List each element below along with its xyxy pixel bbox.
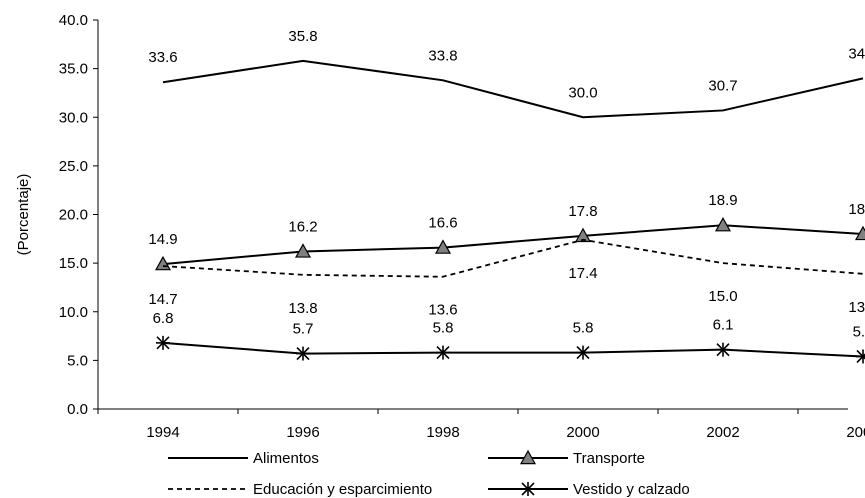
data-label: 30.0 (568, 84, 597, 101)
series-line-0 (162, 59, 864, 119)
asterisk-marker (856, 349, 865, 364)
series-line-3 (162, 341, 864, 358)
triangle-marker (294, 243, 312, 258)
legend-label: Vestido y calzado (573, 481, 690, 498)
y-tick-label: 35.0 (59, 61, 88, 78)
x-tick-label: 1998 (426, 424, 459, 441)
legend: Alimentos Transporte Educación y esparcimi… (168, 449, 690, 498)
legend-label: Transporte (573, 450, 645, 467)
data-label: 5.4 (853, 323, 865, 340)
data-label: 16.6 (428, 215, 457, 232)
y-tick-label: 40.0 (59, 12, 88, 29)
series-layer (154, 59, 865, 364)
data-labels: 33.6 35.8 33.8 30.0 30.7 34.0 14.9 16.2 16.6 17.8… (148, 28, 865, 341)
data-label: 13.8 (288, 300, 317, 317)
series-line-1 (162, 224, 864, 266)
legend-item-3: Vestido y calzado (488, 481, 690, 498)
y-tick-label: 10.0 (59, 304, 88, 321)
legend-label: Alimentos (253, 450, 319, 467)
data-label: 6.8 (153, 310, 174, 327)
asterisk-marker (716, 342, 730, 357)
data-label: 30.7 (708, 77, 737, 94)
data-label: 18.9 (708, 192, 737, 209)
x-tick-label: 2002 (706, 424, 739, 441)
triangle-marker (519, 449, 537, 465)
asterisk-marker (576, 345, 590, 360)
triangle-marker (714, 216, 732, 232)
data-label: 17.8 (568, 203, 597, 220)
data-label: 5.8 (433, 320, 454, 337)
data-label: 13.9 (848, 299, 865, 316)
data-label: 5.8 (573, 320, 594, 337)
x-tick-label: 1994 (146, 424, 179, 441)
y-tick-label: 30.0 (59, 109, 88, 126)
data-label: 6.1 (713, 317, 734, 334)
data-label: 13.6 (428, 302, 457, 319)
y-tick-label: 20.0 (59, 207, 88, 224)
series-line-2 (162, 238, 864, 278)
data-label: 16.2 (288, 218, 317, 235)
data-label: 5.7 (293, 321, 314, 338)
data-label: 14.7 (148, 291, 177, 308)
data-label: 18.0 (848, 201, 865, 218)
y-axis-title: (Porcentaje) (15, 174, 32, 256)
asterisk-marker (156, 335, 170, 350)
data-label: 34.0 (848, 45, 865, 62)
asterisk-marker (436, 345, 450, 360)
data-label: 17.4 (568, 265, 597, 282)
asterisk-marker (521, 482, 535, 496)
y-tick-label: 0.0 (67, 401, 88, 418)
legend-item-2: Educación y esparcimiento (168, 481, 432, 498)
x-tick-label: 1996 (286, 424, 319, 441)
legend-label: Educación y esparcimiento (253, 481, 432, 498)
data-label: 33.8 (428, 47, 457, 64)
x-axis: 1994 1996 1998 2000 2002 2004 (97, 408, 865, 441)
x-tick-label: 2000 (566, 424, 599, 441)
asterisk-marker (296, 346, 310, 361)
legend-item-0: Alimentos (168, 450, 319, 467)
legend-item-1: Transporte (488, 449, 645, 467)
data-label: 33.6 (148, 49, 177, 66)
y-tick-label: 5.0 (67, 352, 88, 369)
y-axis: 0.0 5.0 10.0 15.0 20.0 25.0 30.0 35.0 40.0 (59, 12, 99, 418)
triangle-marker (574, 227, 592, 243)
triangle-marker (854, 225, 865, 241)
data-label: 35.8 (288, 28, 317, 45)
y-tick-label: 15.0 (59, 255, 88, 272)
triangle-marker (434, 239, 452, 254)
data-label: 14.9 (148, 231, 177, 248)
y-tick-label: 25.0 (59, 158, 88, 175)
data-label: 15.0 (708, 288, 737, 305)
x-tick-label: 2004 (846, 424, 865, 441)
